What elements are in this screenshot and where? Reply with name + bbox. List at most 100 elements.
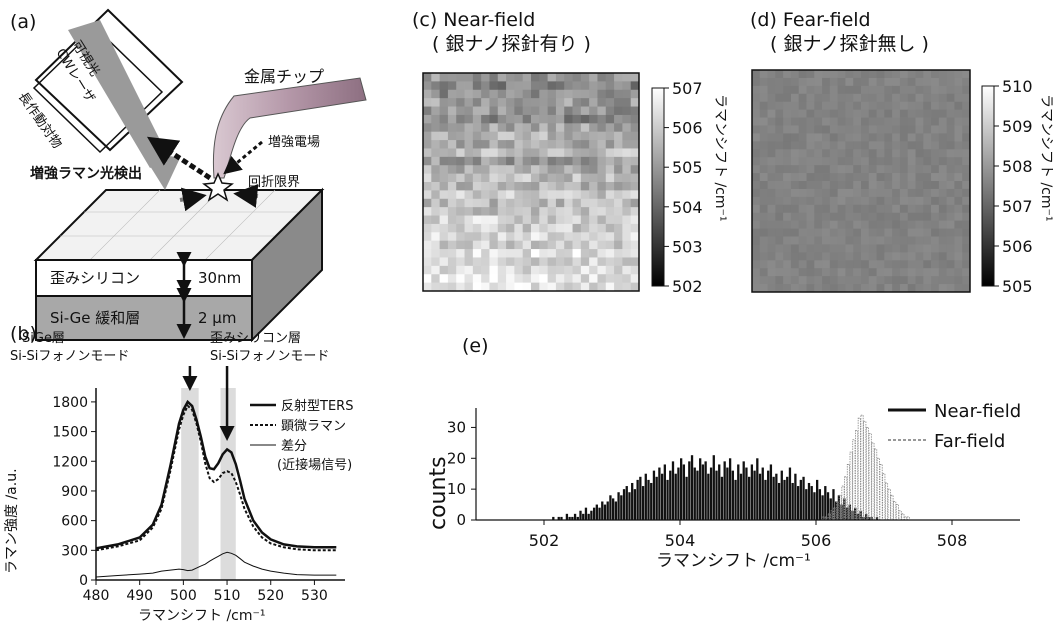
d-heatmap-cell [814,228,823,237]
e-legend-item: Near-field [934,401,1021,422]
c-heatmap-cell [564,123,573,133]
d-heatmap-cell [884,93,893,103]
d-heatmap-cell [915,204,924,214]
c-heatmap-cell [447,182,457,191]
c-heatmap-cell [555,282,565,292]
d-heatmap-cell [814,109,823,118]
d-heatmap-cell [759,204,768,214]
d-heatmap-cell [798,212,807,222]
d-heatmap-cell [853,268,862,277]
c-heatmap-cell [564,114,573,124]
d-heatmap-cell [822,125,831,134]
d-heatmap-cell [938,125,948,134]
c-heatmap-cell [555,156,565,166]
c-heatmap-cell [531,89,540,99]
c-heatmap-cell [489,265,499,275]
d-heatmap-cell [845,181,854,190]
d-heatmap-cell [892,93,901,103]
c-heatmap-cell [572,249,582,258]
d-heatmap-cell [899,85,909,95]
c-colorbar-tick-label: 506 [672,119,703,138]
d-heatmap-cell [907,173,916,182]
c-heatmap-cell [572,240,582,250]
d-heatmap-cell [884,165,893,174]
d-heatmap-cell [783,70,792,79]
c-heatmap-cell [514,73,524,82]
c-heatmap-cell [589,190,598,200]
d-heatmap-cell [759,133,768,142]
e-bar-near [628,492,631,520]
c-heatmap-cell [522,114,532,124]
c-heatmap-cell [456,182,465,191]
c-heatmap-cell [539,265,549,275]
c-heatmap-cell [589,131,598,141]
c-heatmap-cell [514,114,524,124]
c-heatmap-cell [547,98,557,107]
d-heatmap-cell [915,125,924,134]
c-heatmap-cell [481,274,490,284]
c-heatmap-cell [439,106,449,116]
d-heatmap-cell [938,117,948,126]
d-heatmap-cell [752,212,761,222]
d-heatmap-cell [837,244,846,253]
c-heatmap-cell [456,249,465,258]
d-heatmap [752,70,971,293]
c-heatmap-cell [423,274,432,284]
d-heatmap-cell [884,244,893,253]
d-heatmap-cell [946,93,955,103]
c-heatmap-cell [431,73,441,82]
c-heatmap-cell [514,257,524,267]
c-heatmap-cell [630,140,640,149]
c-heatmap-cell [572,81,582,91]
d-heatmap-cell [868,77,877,87]
d-heatmap-cell [837,260,846,269]
e-bar-far [898,510,902,521]
e-bar-near [742,461,745,520]
c-heatmap-cell [580,156,590,166]
c-heatmap-cell [572,114,582,124]
c-heatmap-cell [506,148,515,158]
substrate-side-face [251,187,323,343]
c-heatmap-cell [456,232,465,242]
d-heatmap-cell [759,236,768,245]
c-heatmap-cell [522,223,532,233]
d-heatmap-cell [775,85,784,95]
d-heatmap-cell [806,220,815,229]
d-heatmap-cell [876,196,885,206]
d-heatmap-cell [938,212,948,222]
d-heatmap-cell [938,244,948,253]
d-heatmap-cell [907,85,916,95]
b-legend-item: (近接場信号) [277,457,352,473]
d-heatmap-cell [790,228,800,237]
c-heatmap-cell [555,265,565,275]
d-heatmap-cell [923,276,932,285]
panel-d-sublabel: ( 銀ナノ探針無し ) [770,33,929,55]
c-heatmap-cell [522,81,532,91]
c-heatmap-cell [423,223,432,233]
d-heatmap-cell [822,236,831,245]
c-heatmap-cell [423,232,432,242]
c-heatmap-cell [555,198,565,208]
d-heatmap-cell [868,204,877,214]
c-heatmap-cell [514,106,524,116]
c-heatmap-cell [547,165,557,175]
d-heatmap-cell [752,173,761,182]
d-heatmap-cell [767,260,776,269]
d-heatmap-cell [767,188,776,198]
c-heatmap-cell [614,89,623,99]
d-heatmap-cell [829,212,839,222]
d-heatmap-cell [837,165,846,174]
c-heatmap-cell [547,265,557,275]
d-heatmap-cell [923,157,932,166]
e-bar-near [639,476,642,520]
d-heatmap-cell [915,260,924,269]
panel-a-label: (a) [10,11,36,33]
e-bar-far [868,433,872,521]
c-heatmap-cell [522,165,532,175]
d-heatmap-cell [752,101,761,111]
c-heatmap-cell [589,89,598,99]
c-heatmap-cell [522,106,532,116]
d-heatmap-cell [845,268,854,277]
b-x-tick-label: 490 [126,588,153,604]
d-heatmap-cell [876,268,885,277]
